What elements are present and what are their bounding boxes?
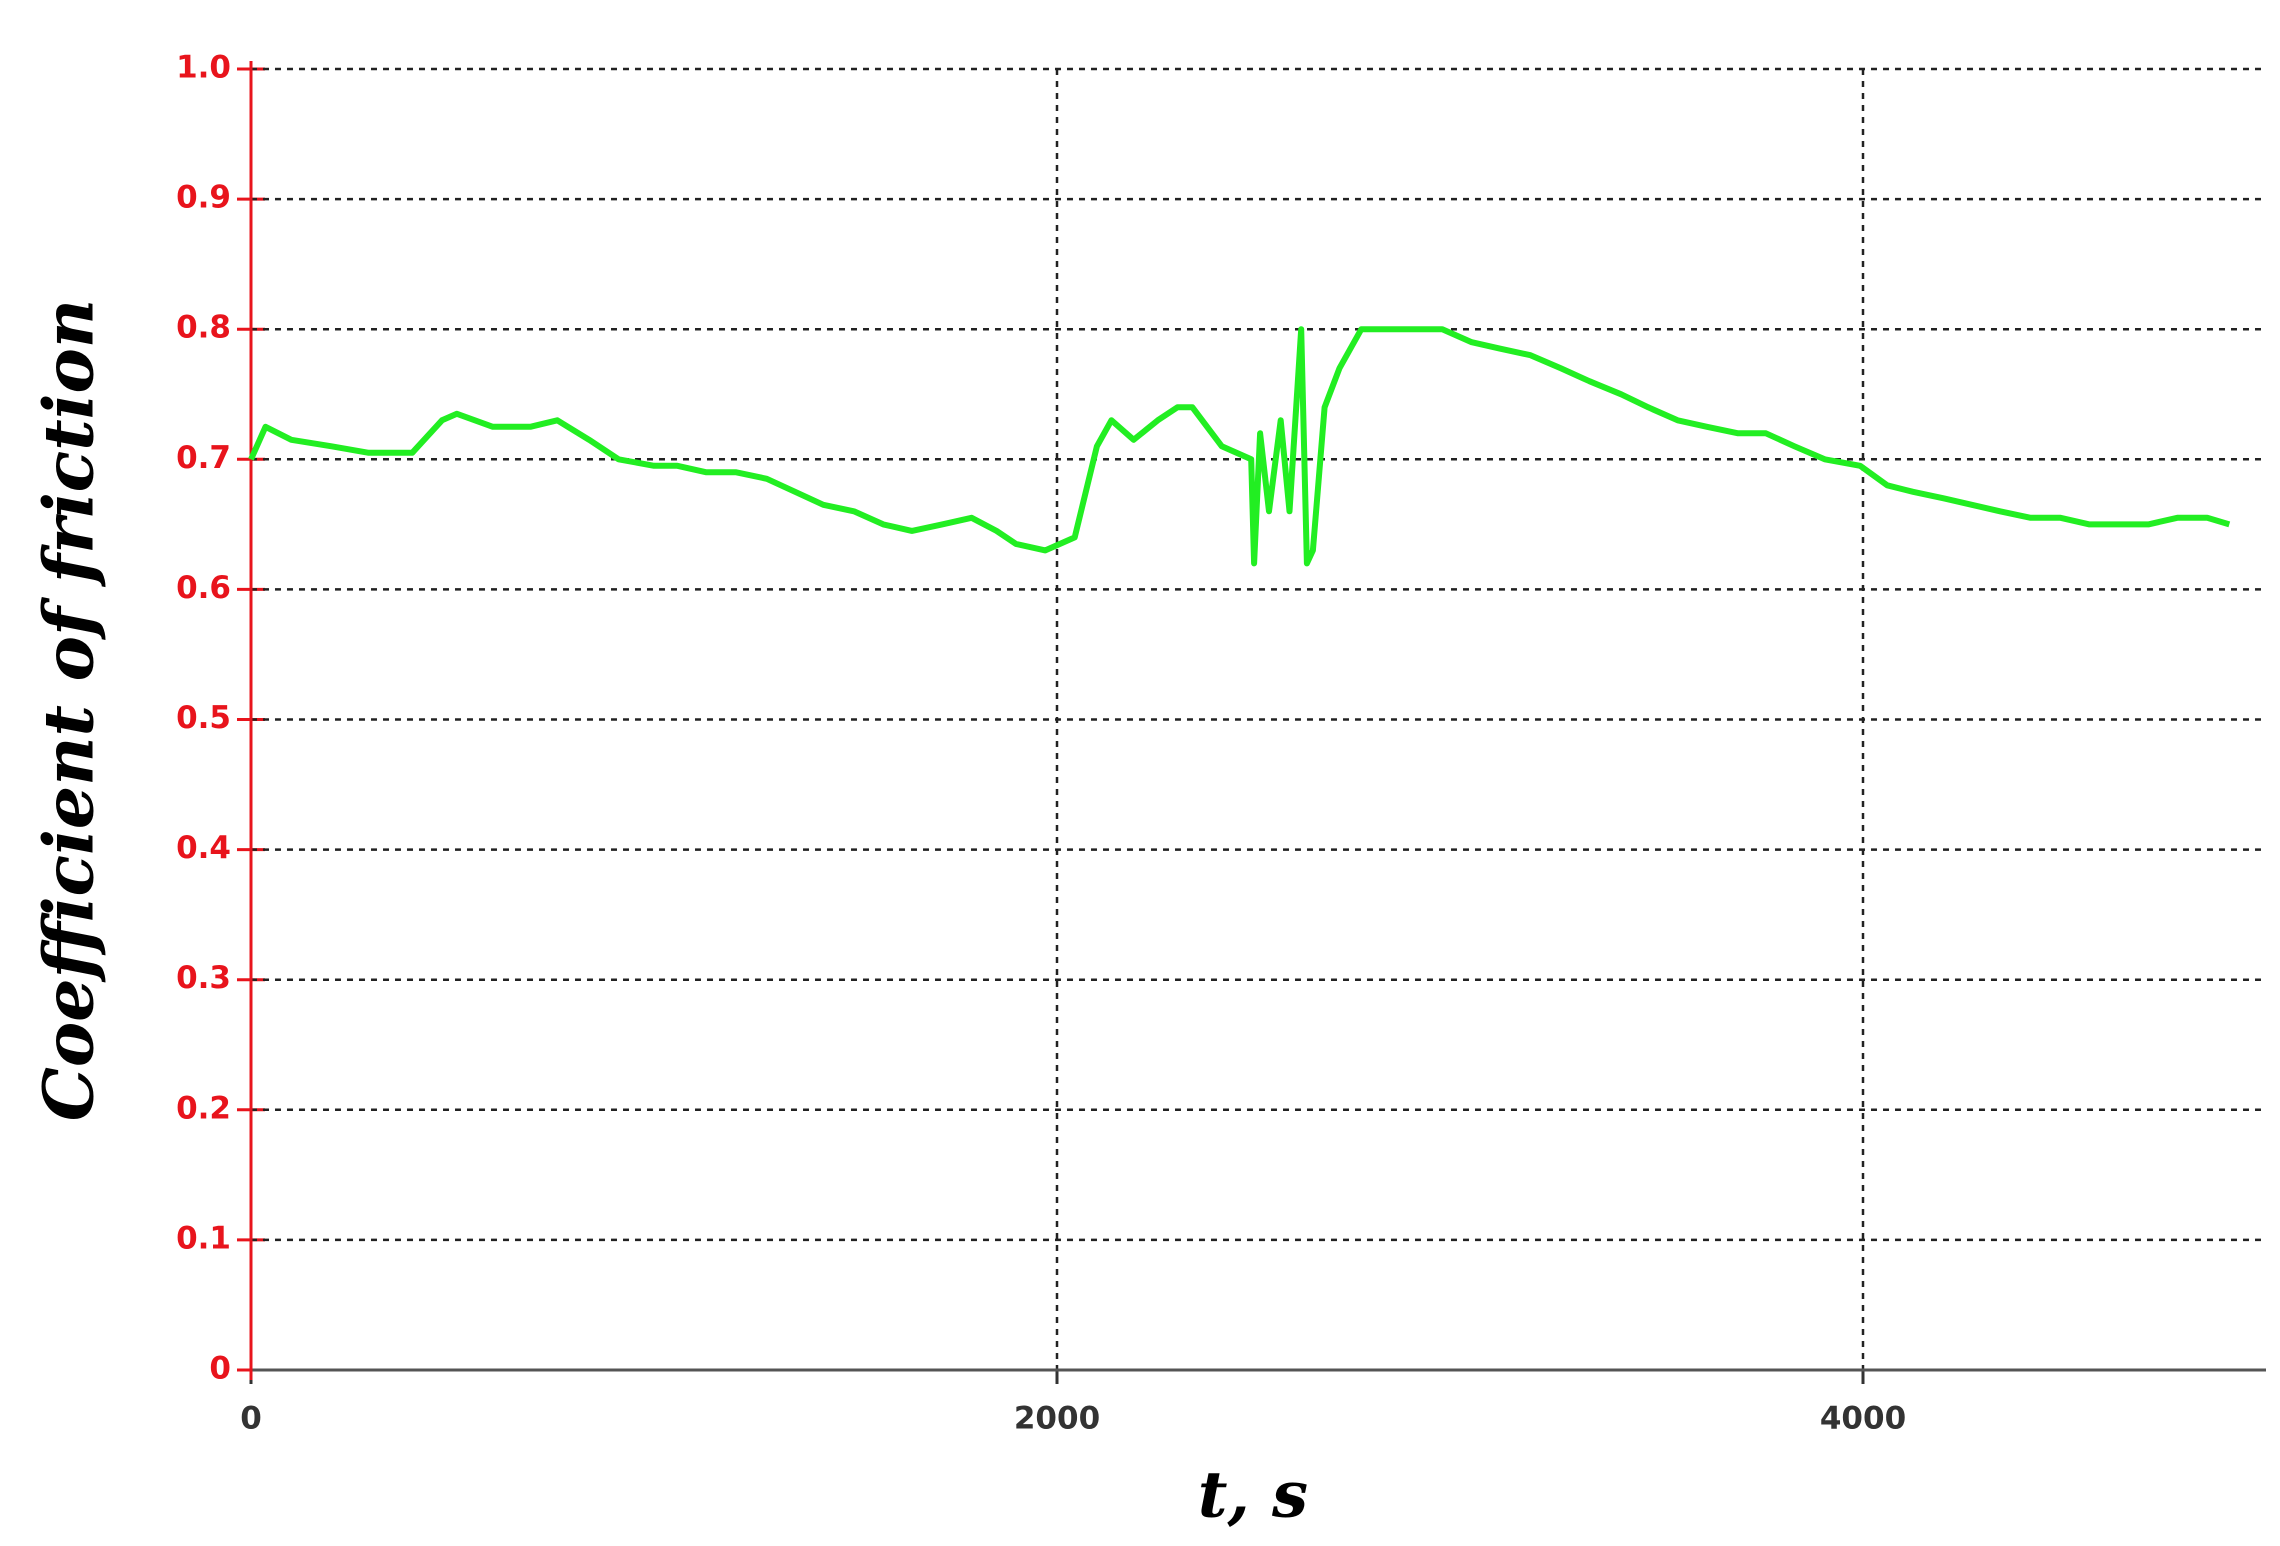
x-axis-label: t, s — [1198, 1458, 1308, 1533]
x-tick-label: 0 — [240, 1401, 262, 1437]
y-tick-label: 0.3 — [176, 960, 231, 996]
x-tick-label: 2000 — [1014, 1401, 1100, 1437]
y-tick-label: 0.7 — [176, 440, 231, 476]
y-tick-label: 0.2 — [176, 1090, 231, 1126]
x-tick-label: 4000 — [1820, 1401, 1906, 1437]
y-tick-label: 0.9 — [176, 180, 231, 216]
y-tick-label: 0.4 — [176, 830, 231, 866]
y-tick-label: 0.8 — [176, 310, 231, 346]
data-line — [248, 326, 2231, 567]
y-tick-label: 0 — [209, 1351, 231, 1387]
y-tick-label: 0.1 — [176, 1220, 231, 1256]
y-tick-label: 1.0 — [176, 50, 231, 86]
y-tick-label: 0.6 — [176, 570, 231, 606]
y-tick-label: 0.5 — [176, 700, 231, 736]
y-axis-label: Coefficient of friction — [30, 299, 110, 1121]
